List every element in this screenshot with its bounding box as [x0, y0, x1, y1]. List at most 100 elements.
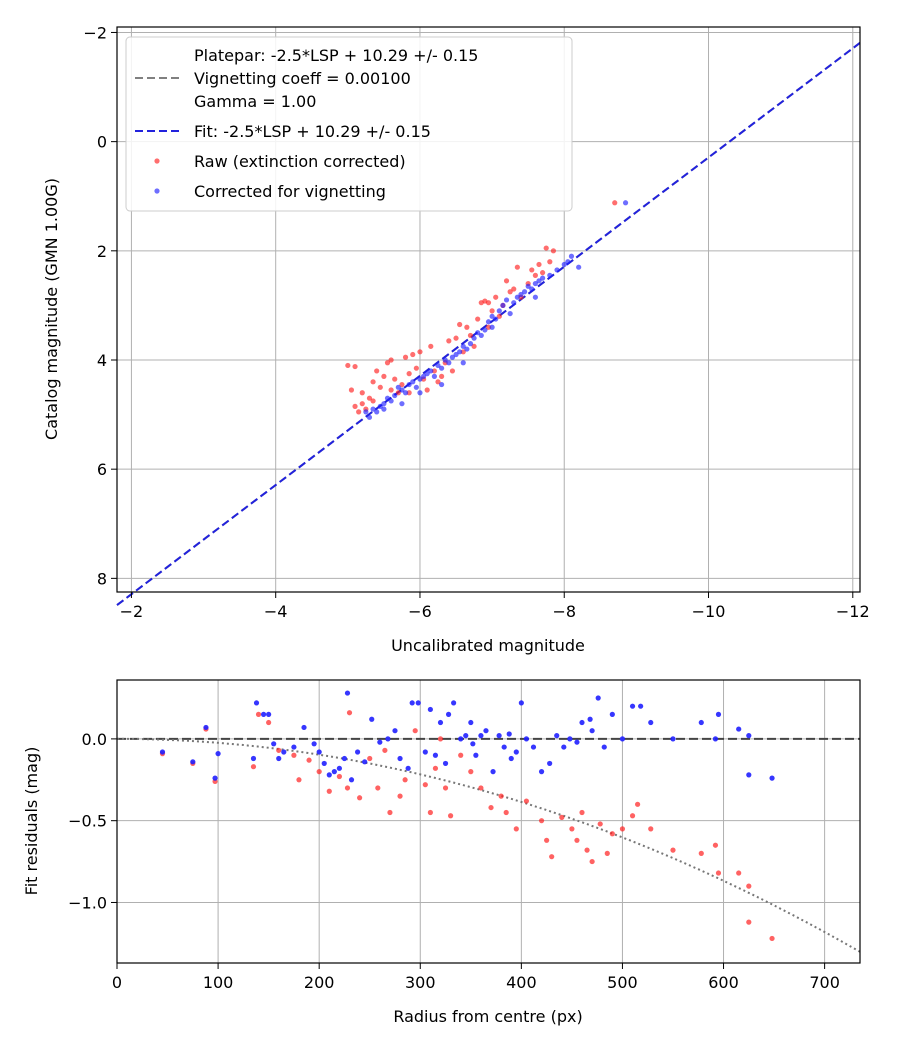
raw-point [471, 343, 477, 349]
raw-residual-point [544, 837, 550, 843]
raw-point [503, 278, 510, 284]
residuals-points [159, 690, 775, 942]
corrected-residual-point [589, 728, 595, 734]
corrected-residual-point [203, 724, 209, 731]
corrected-residual-point [212, 775, 218, 781]
corrected-residual-point [326, 772, 332, 778]
corrected-point [381, 401, 387, 407]
raw-point [496, 313, 502, 319]
raw-residual-point [375, 785, 381, 791]
corrected-point [439, 365, 445, 371]
raw-point [359, 401, 365, 407]
corrected-residual-point [670, 736, 676, 742]
residuals-axes-frame [116, 679, 861, 964]
corrected-point [363, 409, 369, 415]
raw-point [384, 360, 391, 366]
corrected-residual-point [629, 703, 636, 709]
corrected-point [413, 384, 419, 390]
corrected-residual-point [715, 711, 722, 717]
raw-point [413, 365, 419, 371]
raw-residual-point [597, 821, 603, 827]
corrected-residual-point [473, 752, 479, 758]
raw-residual-point [746, 883, 752, 889]
raw-point [399, 381, 405, 388]
corrected-point [370, 406, 376, 412]
residuals-y-tick-label: −0.5 [68, 812, 107, 831]
corrected-point [471, 335, 477, 341]
residuals-x-tick-label: 600 [708, 973, 739, 992]
corrected-point [399, 387, 405, 393]
corrected-residual-point [316, 749, 322, 755]
calibration-y-axis-label: Catalog magnitude (GMN 1.00G) [42, 178, 61, 440]
corrected-residual-point [554, 733, 560, 739]
raw-residual-point [629, 813, 636, 819]
corrected-residual-point [369, 716, 375, 722]
corrected-residual-point [215, 751, 221, 757]
corrected-residual-point [362, 759, 368, 765]
corrected-point [399, 401, 405, 407]
corrected-residual-point [619, 736, 626, 742]
raw-point [381, 373, 387, 379]
corrected-residual-point [579, 719, 585, 726]
raw-residual-point [458, 752, 464, 758]
corrected-point [489, 324, 495, 330]
calibration-axes-frame [116, 26, 861, 593]
corrected-residual-point [437, 719, 444, 726]
residuals-x-tick-label: 300 [405, 973, 436, 992]
corrected-residual-point [385, 736, 391, 742]
corrected-residual-point [530, 744, 537, 750]
raw-point [493, 294, 499, 300]
corrected-residual-point [470, 741, 476, 747]
corrected-residual-point [463, 733, 469, 739]
corrected-point [518, 291, 524, 298]
corrected-residual-point [281, 749, 287, 755]
calibration-y-tick-label: 4 [97, 351, 107, 370]
raw-point [457, 321, 463, 328]
raw-residual-point [488, 804, 494, 811]
legend-raw-marker-icon [154, 158, 160, 164]
raw-point [388, 387, 394, 393]
corrected-point [529, 286, 535, 292]
corrected-residual-point [736, 726, 742, 732]
raw-point [417, 349, 423, 355]
corrected-point [460, 343, 466, 349]
residuals-x-tick-label: 100 [203, 973, 234, 992]
residuals-y-ticks: 0.0 −0.5 −1.0 [68, 730, 117, 912]
residuals-x-tick-label: 200 [304, 973, 335, 992]
residuals-x-tick-label: 700 [809, 973, 840, 992]
residuals-x-tick-label: 0 [112, 973, 122, 992]
corrected-point [503, 297, 510, 303]
legend-fit-label: Fit: -2.5*LSP + 10.29 +/- 0.15 [194, 122, 431, 141]
raw-point [359, 390, 365, 396]
raw-point [402, 354, 409, 360]
raw-point [529, 267, 535, 273]
raw-residual-point [569, 826, 575, 832]
corrected-point [467, 341, 474, 347]
corrected-residual-point [468, 719, 474, 726]
corrected-point [374, 409, 380, 415]
corrected-residual-point [422, 749, 428, 755]
corrected-point [388, 398, 394, 404]
legend-platepar-line2: Vignetting coeff = 0.00100 [194, 69, 411, 88]
residuals-x-tick-label: 500 [607, 973, 638, 992]
corrected-point [507, 310, 513, 317]
corrected-residual-point [746, 733, 752, 739]
corrected-residual-point [496, 733, 502, 739]
raw-point [460, 349, 466, 355]
corrected-point [561, 261, 567, 268]
corrected-point [395, 384, 401, 390]
corrected-point [464, 346, 470, 352]
corrected-residual-point [291, 744, 297, 750]
raw-residual-point [715, 870, 722, 876]
raw-point [514, 264, 520, 270]
raw-point [547, 259, 553, 265]
corrected-residual-point [311, 741, 317, 747]
raw-residual-point [609, 831, 615, 837]
raw-point [374, 368, 380, 374]
raw-residual-point [670, 847, 676, 853]
raw-residual-point [255, 711, 262, 717]
raw-point [431, 368, 437, 374]
raw-point [406, 390, 412, 396]
raw-point [550, 248, 557, 254]
corrected-residual-point [601, 744, 607, 750]
